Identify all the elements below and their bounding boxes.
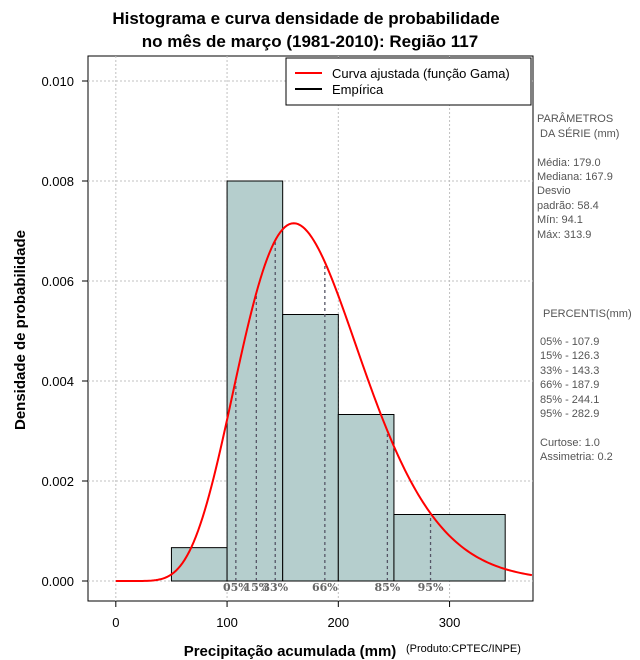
y-tick-label: 0.002 (41, 474, 74, 489)
curtose: Curtose: 1.0 (540, 437, 600, 449)
percentil-95: 95% - 282.9 (540, 408, 599, 420)
y-axis-label: Densidade de probabilidade (12, 230, 29, 430)
param-desvio-line2: padrão: 58.4 (537, 200, 599, 212)
params-title-line1: PARÂMETROS (537, 112, 613, 125)
legend-box (285, 57, 532, 106)
chart-title-line1: Histograma e curva densidade de probabil… (112, 9, 499, 28)
percentile-label: 66% (312, 581, 338, 594)
histogram-bars (170, 180, 506, 582)
percentil-85: 85% - 244.1 (540, 394, 599, 406)
histogram-bar (282, 314, 339, 582)
x-tick-label: 100 (216, 615, 238, 630)
plot-frame (87, 55, 534, 602)
histogram-bar (393, 514, 506, 582)
percentile-label: 95% (418, 581, 444, 594)
percentile-label: 15% (243, 581, 269, 594)
x-tick-label: 300 (439, 615, 461, 630)
legend-empirical-label: Empírica (332, 82, 384, 97)
y-tick-label: 0.010 (41, 74, 74, 89)
y-tick-label: 0.006 (41, 274, 74, 289)
y-tick-label: 0.008 (41, 174, 74, 189)
histogram-bar (170, 547, 228, 582)
side-panel: PARÂMETROS DA SÉRIE (mm) Média: 179.0 Me… (537, 112, 632, 463)
legend-curve-label: Curva ajustada (função Gama) (332, 66, 510, 81)
y-axis: 0.000 0.002 0.004 0.006 0.008 0.010 (41, 74, 88, 589)
percentis-title: PERCENTIS(mm) (543, 308, 632, 320)
product-credit: (Produto:CPTEC/INPE) (406, 643, 521, 655)
percentil-33: 33% - 143.3 (540, 365, 599, 377)
params-title-line2: DA SÉRIE (mm) (540, 127, 619, 140)
gamma-curve (115, 222, 533, 582)
gamma-curve-layer (115, 222, 533, 582)
assimetria: Assimetria: 0.2 (540, 451, 613, 463)
y-tick-label: 0.000 (41, 574, 74, 589)
percentile-label: 85% (374, 581, 400, 594)
param-mediana: Mediana: 167.9 (537, 171, 613, 183)
percentil-15: 15% - 126.3 (540, 350, 599, 362)
histogram-bar (337, 414, 395, 582)
param-desvio-line1: Desvio (537, 185, 571, 197)
param-media: Média: 179.0 (537, 157, 601, 169)
x-axis: 0 100 200 300 (112, 601, 460, 630)
legend: Curva ajustada (função Gama) Empírica (285, 57, 532, 106)
percentil-66: 66% - 187.9 (540, 379, 599, 391)
x-axis-label: Precipitação acumulada (mm) (184, 643, 397, 660)
param-max: Máx: 313.9 (537, 229, 591, 241)
percentile-lines: 05%15%33% 66% 85% 95% (223, 240, 444, 594)
y-tick-label: 0.004 (41, 374, 74, 389)
percentil-05: 05% - 107.9 (540, 336, 599, 348)
percentile-label: 05% (223, 581, 249, 594)
x-tick-label: 0 (112, 615, 119, 630)
chart-title-line2: no mês de março (1981-2010): Região 117 (142, 32, 478, 51)
param-min: Mín: 94.1 (537, 214, 583, 226)
x-tick-label: 200 (327, 615, 349, 630)
percentile-label: 33% (262, 581, 288, 594)
